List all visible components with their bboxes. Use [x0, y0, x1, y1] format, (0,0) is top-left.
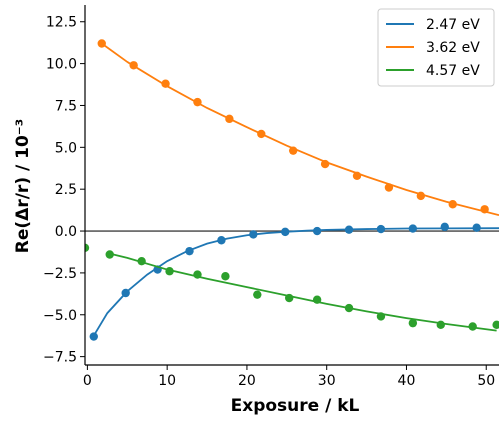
data-point-3-62-eV	[225, 114, 234, 124]
data-point-3-62-eV	[129, 61, 138, 70]
series-line-2-47-eV	[92, 227, 499, 337]
data-point-3-62-eV	[352, 171, 362, 180]
y-tick-label: 0.0	[55, 224, 77, 240]
legend-label: 2.47 eV	[426, 17, 480, 33]
x-tick-label: 40	[398, 373, 416, 389]
data-point-4-57-eV	[221, 272, 230, 281]
data-point-3-62-eV	[416, 191, 426, 201]
data-point-4-57-eV	[376, 312, 386, 321]
series-line-4-57-eV	[109, 252, 497, 332]
data-point-3-62-eV	[97, 39, 106, 48]
x-tick-label: 10	[158, 373, 176, 389]
data-point-4-57-eV	[436, 320, 445, 330]
legend-label: 4.57 eV	[426, 63, 480, 79]
data-point-3-62-eV	[480, 205, 489, 214]
data-point-2-47-eV	[121, 288, 130, 298]
data-point-3-62-eV	[257, 129, 266, 139]
legend-box	[377, 8, 495, 87]
data-point-3-62-eV	[448, 200, 457, 209]
data-point-3-62-eV	[320, 159, 330, 169]
y-tick-label: 7.5	[55, 98, 77, 114]
data-point-2-47-eV	[281, 227, 290, 237]
legend: 2.47 eV 3.62 eV 4.57 eV	[377, 8, 495, 87]
legend-label: 3.62 eV	[426, 40, 480, 56]
data-point-2-47-eV	[217, 236, 226, 245]
data-point-3-62-eV	[193, 97, 202, 107]
data-point-2-47-eV	[472, 223, 481, 232]
y-tick-label: −5.0	[43, 308, 77, 324]
data-point-4-57-eV	[193, 270, 202, 279]
y-tick-label: −2.5	[43, 266, 77, 282]
data-point-4-57-eV	[468, 322, 477, 331]
data-point-4-57-eV	[253, 290, 262, 299]
data-point-4-57-eV	[105, 250, 114, 259]
data-point-4-57-eV	[285, 293, 294, 303]
x-tick-label: 0	[83, 373, 92, 389]
data-point-2-47-eV	[408, 224, 418, 233]
y-axis-title: Re(Δr/r) / 10⁻³	[13, 119, 33, 253]
data-point-2-47-eV	[89, 332, 98, 341]
data-point-4-57-eV	[344, 303, 354, 313]
y-tick-label: 2.5	[55, 182, 77, 198]
y-tick-label: 10.0	[46, 57, 77, 73]
y-tick-label: −7.5	[43, 350, 77, 366]
y-tick-label: 5.0	[55, 140, 77, 156]
data-point-2-47-eV	[344, 225, 354, 234]
x-tick-label: 30	[318, 373, 336, 389]
data-point-4-57-eV	[408, 318, 418, 328]
y-tick-label: 12.5	[46, 15, 77, 31]
data-point-4-57-eV	[312, 295, 322, 304]
data-point-4-57-eV	[137, 256, 146, 266]
data-point-4-57-eV	[165, 267, 174, 276]
x-tick-label: 20	[238, 373, 256, 389]
data-point-2-47-eV	[440, 222, 449, 232]
data-point-2-47-eV	[185, 246, 194, 256]
data-point-3-62-eV	[288, 146, 298, 155]
data-point-2-47-eV	[376, 224, 386, 234]
x-tick-label: 50	[477, 373, 495, 389]
data-point-3-62-eV	[384, 183, 394, 192]
data-point-3-62-eV	[161, 79, 170, 88]
data-point-2-47-eV	[249, 230, 258, 239]
data-point-2-47-eV	[312, 226, 322, 236]
x-axis-title: Exposure / kL	[231, 396, 360, 416]
data-point-4-57-eV	[492, 320, 499, 330]
data-point-4-57-eV	[85, 243, 90, 252]
